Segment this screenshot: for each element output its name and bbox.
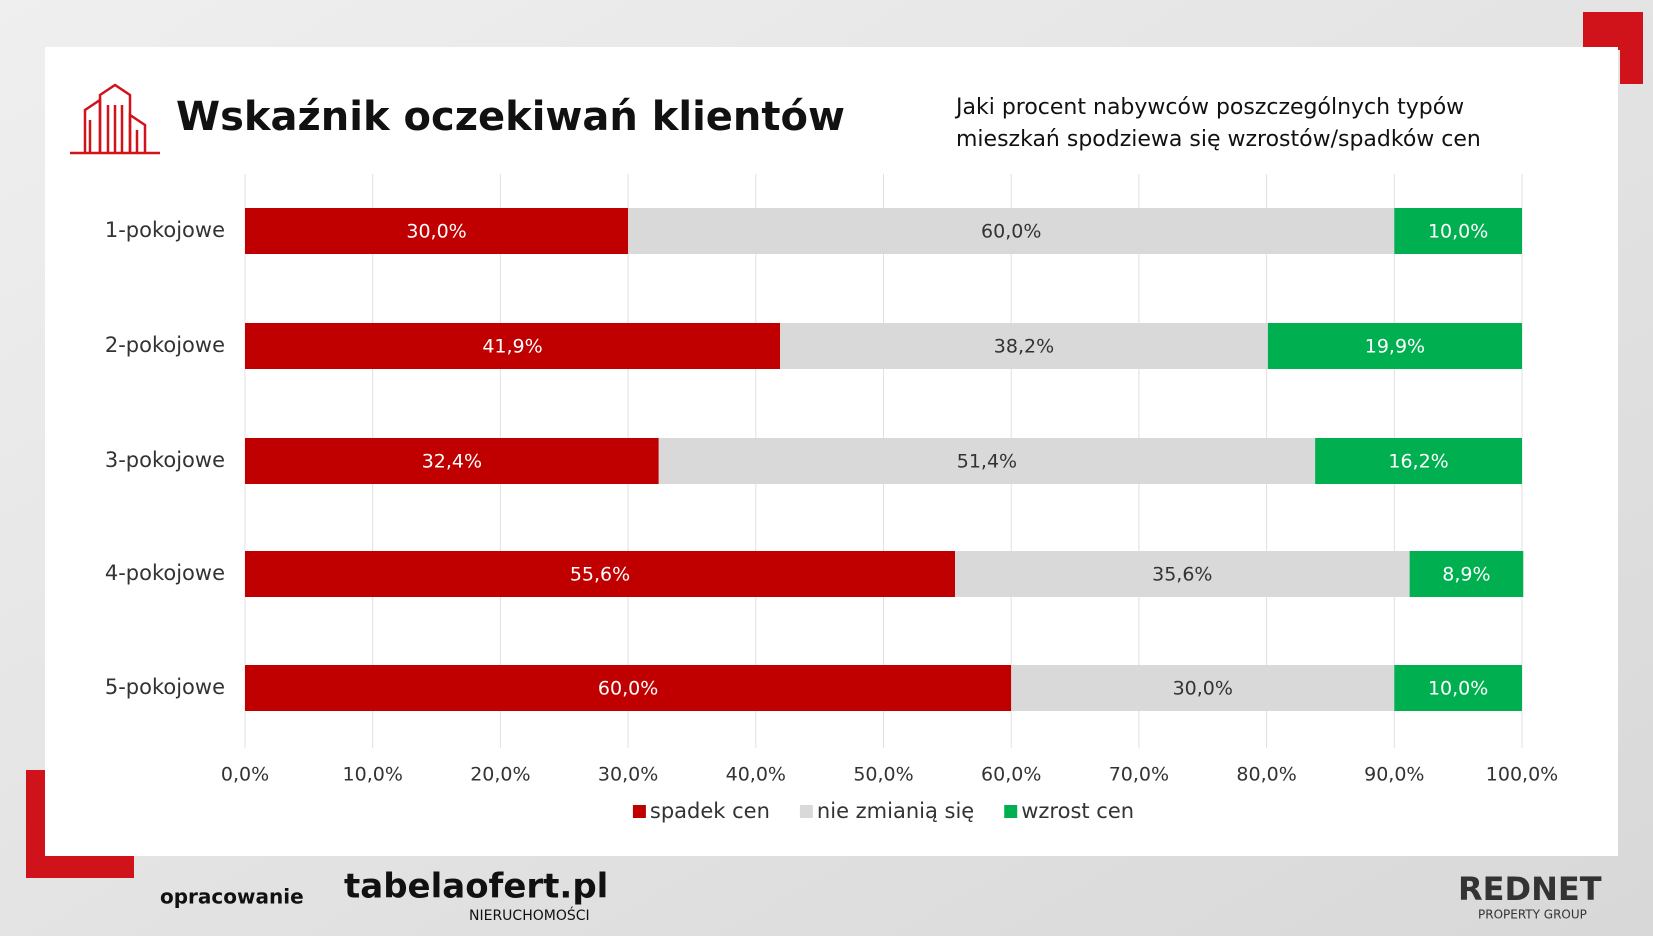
brand-sub: NIERUCHOMOŚCI (469, 906, 590, 924)
bar-segment (1394, 665, 1522, 711)
x-tick-label: 60,0% (981, 764, 1041, 786)
data-label: 8,9% (1442, 564, 1490, 586)
subtitle: Jaki procent nabywców poszczególnych typ… (956, 95, 1481, 152)
x-tick-label: 30,0% (598, 764, 658, 786)
x-tick-label: 0,0% (221, 764, 269, 786)
legend-label: wzrost cen (1021, 799, 1134, 823)
bar-segment (1315, 438, 1522, 484)
y-tick-label: 5-pokojowe (105, 675, 225, 699)
data-label: 30,0% (1173, 678, 1233, 700)
x-tick-label: 90,0% (1364, 764, 1424, 786)
x-tick-label: 20,0% (470, 764, 530, 786)
data-label: 60,0% (598, 678, 658, 700)
credit: opracowanie (160, 885, 304, 909)
data-label: 55,6% (570, 564, 630, 586)
bar-segment (955, 551, 1410, 597)
chart-title: Wskaźnik oczekiwań klientów (176, 94, 845, 140)
data-label: 10,0% (1428, 678, 1488, 700)
legend-label: spadek cen (650, 799, 770, 823)
logo: REDNET (1458, 870, 1602, 908)
brand: tabelaofert.pl (344, 867, 608, 907)
legend-marker (632, 805, 646, 818)
data-label: 30,0% (406, 221, 466, 243)
bar-segment (1267, 323, 1522, 369)
x-tick-label: 50,0% (853, 764, 913, 786)
legend-label: nie zmianią się (817, 799, 974, 823)
bar-segment (1011, 665, 1395, 711)
bar-segment (245, 551, 956, 597)
bar-segment (245, 323, 781, 369)
y-tick-label: 2-pokojowe (105, 333, 225, 357)
data-label: 60,0% (981, 221, 1041, 243)
legend-marker (799, 805, 813, 818)
icon (70, 83, 160, 155)
data-label: 19,9% (1365, 336, 1425, 358)
bar-segment (245, 438, 659, 484)
data-label: 16,2% (1388, 451, 1448, 473)
data-label: 51,4% (957, 451, 1017, 473)
bar-segment (1409, 551, 1524, 597)
bar-segment (628, 208, 1395, 254)
x-tick-label: 80,0% (1236, 764, 1296, 786)
data-label: 35,6% (1152, 564, 1212, 586)
logo-sub: PROPERTY GROUP (1478, 908, 1587, 922)
data-label: 38,2% (994, 336, 1054, 358)
x-tick-label: 10,0% (343, 764, 403, 786)
data-label: 10,0% (1428, 221, 1488, 243)
data-label: 32,4% (422, 451, 482, 473)
legend-marker (1004, 805, 1018, 818)
x-tick-label: 100,0% (1486, 764, 1558, 786)
bar-segment (658, 438, 1316, 484)
data-label: 41,9% (482, 336, 542, 358)
bar-segment (780, 323, 1268, 369)
y-tick-label: 4-pokojowe (105, 561, 225, 585)
bar-segment (1394, 208, 1522, 254)
x-tick-label: 70,0% (1109, 764, 1169, 786)
y-tick-label: 1-pokojowe (105, 218, 225, 242)
y-tick-label: 3-pokojowe (105, 448, 225, 472)
bar-segment (245, 665, 1012, 711)
x-tick-label: 40,0% (726, 764, 786, 786)
bar-segment (245, 208, 629, 254)
